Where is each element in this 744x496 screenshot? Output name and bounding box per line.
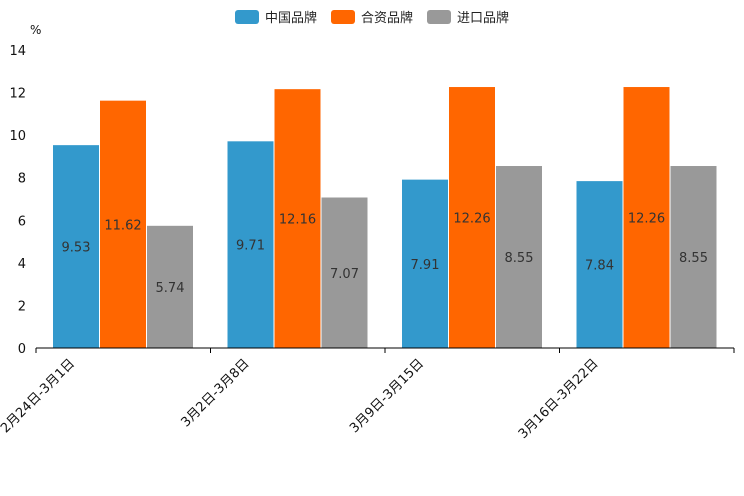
data-label: 12.26 bbox=[628, 212, 665, 227]
bar bbox=[623, 87, 670, 348]
x-tick-label: 3月9日-3月15日 bbox=[347, 356, 427, 436]
x-tick-label: 2月24日-3月1日 bbox=[0, 356, 78, 436]
bar bbox=[100, 100, 146, 348]
y-tick-label: 0 bbox=[18, 342, 26, 357]
data-label: 7.84 bbox=[585, 259, 614, 274]
y-tick-label: 12 bbox=[9, 87, 26, 102]
bar bbox=[449, 87, 495, 348]
data-label: 9.71 bbox=[236, 239, 265, 254]
bar bbox=[670, 166, 717, 348]
legend-swatch-import bbox=[427, 9, 451, 24]
legend-item-import[interactable]: 进口品牌 bbox=[427, 7, 509, 26]
bar bbox=[147, 225, 193, 348]
legend-swatch-china bbox=[234, 9, 259, 24]
bar bbox=[227, 141, 274, 348]
bar bbox=[53, 145, 99, 348]
legend-item-jv[interactable]: 合资品牌 bbox=[330, 7, 413, 26]
legend-item-china[interactable]: 中国品牌 bbox=[234, 7, 317, 26]
legend-label-china: 中国品牌 bbox=[264, 11, 317, 26]
y-tick-label: 2 bbox=[18, 299, 26, 314]
data-label: 9.53 bbox=[62, 241, 91, 256]
data-label: 5.74 bbox=[156, 281, 185, 296]
x-tick-label: 3月16日-3月22日 bbox=[516, 356, 602, 442]
legend-swatch-jv bbox=[330, 9, 355, 24]
bar bbox=[402, 179, 448, 348]
x-tick-label: 3月2日-3月8日 bbox=[178, 356, 252, 430]
data-label: 8.55 bbox=[505, 251, 534, 266]
data-label: 12.26 bbox=[453, 212, 490, 227]
legend-label-jv: 合资品牌 bbox=[360, 11, 413, 26]
bar bbox=[576, 181, 623, 348]
data-label: 7.07 bbox=[330, 267, 359, 282]
data-label: 12.16 bbox=[279, 213, 316, 228]
y-tick-label: 6 bbox=[18, 214, 26, 229]
y-tick-label: 4 bbox=[18, 257, 26, 272]
bar bbox=[274, 89, 321, 348]
y-tick-label: 14 bbox=[9, 44, 26, 59]
chart-legend: 中国品牌 合资品牌 进口品牌 bbox=[0, 7, 744, 26]
bar bbox=[496, 166, 542, 348]
bar bbox=[321, 197, 368, 348]
data-label: 7.91 bbox=[411, 258, 440, 273]
data-label: 8.55 bbox=[679, 251, 708, 266]
legend-label-import: 进口品牌 bbox=[457, 11, 510, 26]
y-axis-unit: % bbox=[30, 23, 41, 37]
y-tick-label: 10 bbox=[9, 129, 26, 144]
y-tick-label: 8 bbox=[18, 172, 26, 187]
data-label: 11.62 bbox=[104, 218, 141, 233]
